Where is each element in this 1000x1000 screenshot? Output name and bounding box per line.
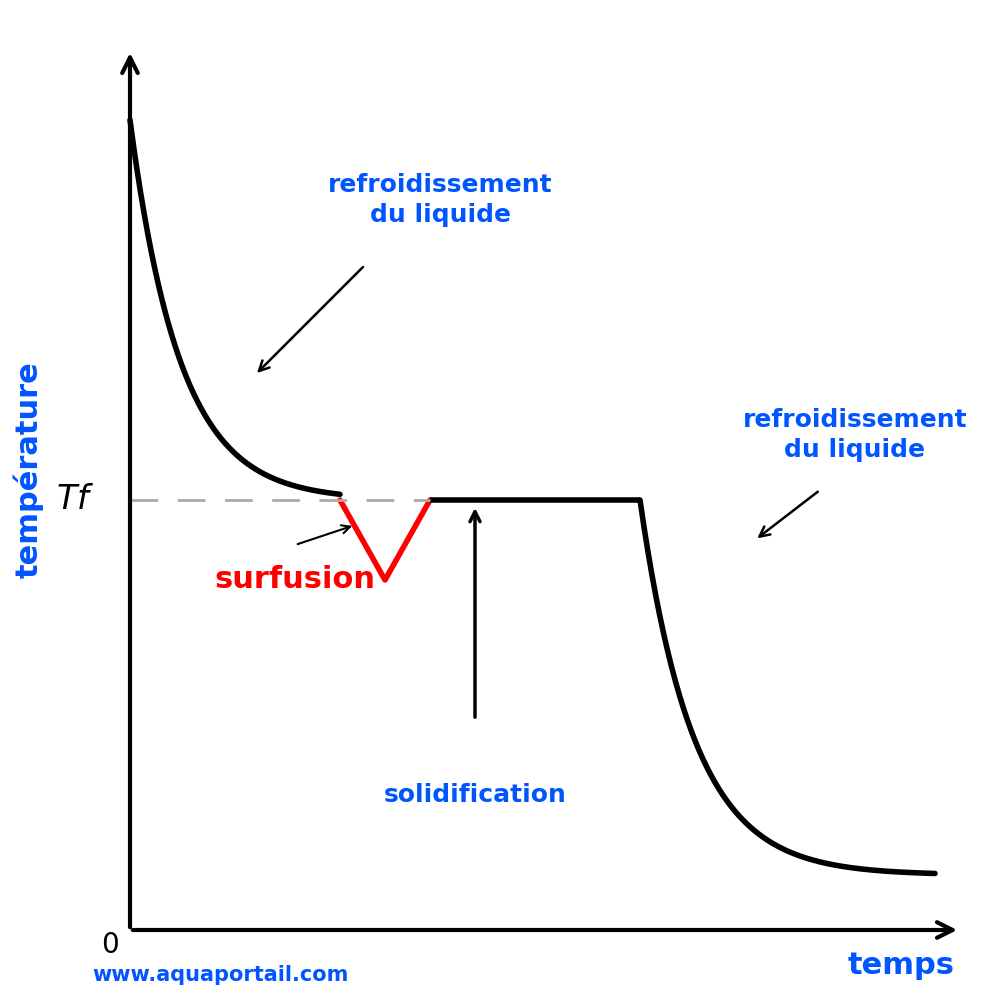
- Text: température: température: [13, 362, 43, 578]
- Text: $Tf$: $Tf$: [56, 484, 94, 516]
- Text: surfusion: surfusion: [214, 566, 376, 594]
- Text: temps: temps: [848, 950, 955, 980]
- Text: refroidissement
du liquide: refroidissement du liquide: [328, 173, 552, 227]
- Text: 0: 0: [101, 931, 119, 959]
- Text: refroidissement
du liquide: refroidissement du liquide: [743, 408, 967, 462]
- Text: www.aquaportail.com: www.aquaportail.com: [92, 965, 348, 985]
- Text: solidification: solidification: [384, 783, 566, 807]
